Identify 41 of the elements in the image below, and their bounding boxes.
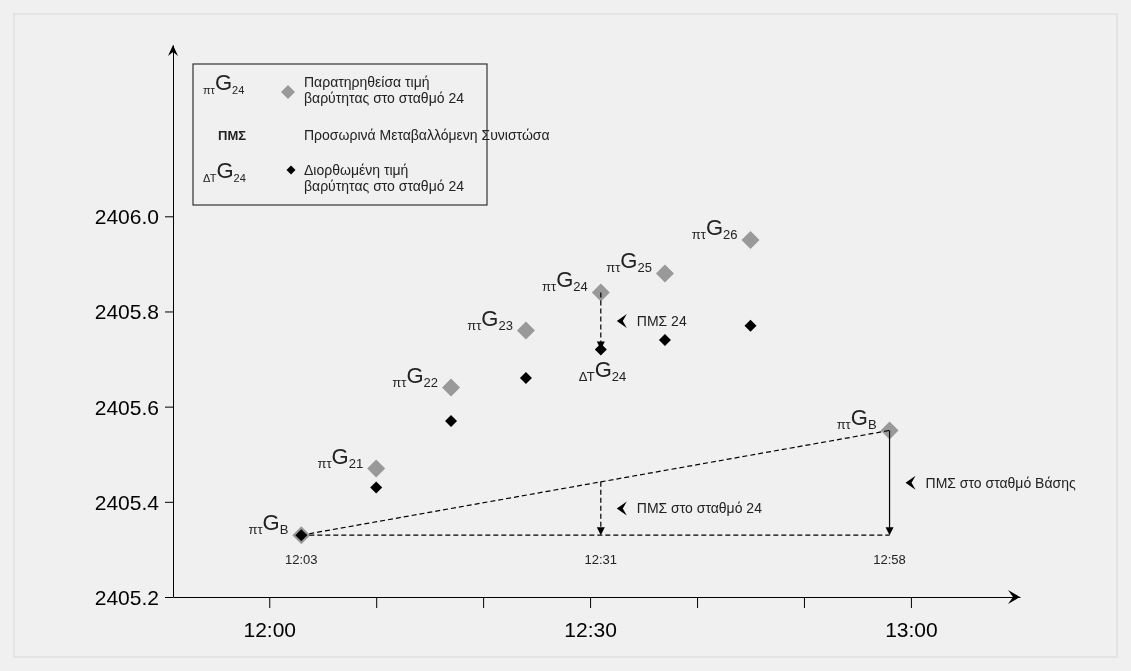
annotation: $_{πτ}$G$_{25}$: [606, 248, 652, 276]
point: [445, 414, 458, 427]
annotation: 12:03: [285, 552, 318, 568]
point: [880, 421, 899, 440]
annotation: ΠΜΣ 24: [636, 313, 687, 329]
y-tick-label: 2405.6: [94, 395, 159, 419]
annotation: $_{πτ}$G$_{22}$: [392, 362, 439, 390]
y-tick-label: 2406.0: [94, 205, 159, 229]
x-tick-label: 12:30: [564, 617, 617, 641]
annotation: $_{πτ}$G$_{23}$: [467, 305, 513, 333]
annotation: $_{πτ}$G$_{24}$: [542, 267, 588, 295]
annotation: $_{ΔΤ}$G$_{24}$: [203, 158, 246, 184]
point: [741, 231, 760, 250]
annotation: $_{πτ}$G$_{B}$: [836, 405, 877, 433]
annotation: 12:58: [873, 552, 906, 568]
point: [658, 334, 671, 347]
annotation: Προσωρινά Μεταβαλλόμενη Συνιστώσα: [304, 127, 550, 143]
x-tick-label: 12:00: [243, 617, 297, 641]
annotation: $_{πτ}$G$_{24}$: [203, 70, 245, 96]
annotation: $_{ΔΤ}$G$_{24}$: [578, 356, 627, 384]
legend-label: Παρατηρηθείσα τιμή βαρύτητας στο σταθμό 24: [304, 74, 465, 106]
point: [655, 264, 674, 283]
annotation: ΠΜΣ: [218, 128, 247, 143]
point: [591, 283, 610, 302]
annotation: $_{πτ}$G$_{26}$: [691, 215, 738, 243]
point: [370, 481, 383, 494]
point: [442, 378, 461, 397]
y-tick-label: 2405.4: [94, 490, 160, 514]
annotation: ΠΜΣ στο σταθμό 24: [636, 500, 763, 517]
y-tick-label: 2405.2: [94, 585, 159, 609]
point: [516, 321, 535, 340]
annotation: 12:31: [584, 552, 618, 568]
point: [367, 459, 386, 478]
annotation: $_{πτ}$G$_{21}$: [317, 443, 364, 471]
point: [744, 319, 757, 332]
x-tick-label: 13:00: [885, 617, 938, 641]
annotation: ΠΜΣ στο σταθμό Βάσης: [925, 474, 1076, 491]
point: [519, 372, 532, 385]
y-tick-label: 2405.8: [94, 300, 159, 324]
legend-label: Διορθωμένη τιμή βαρύτητας στο σταθμό 24: [304, 162, 465, 194]
annotation: $_{πτ}$G$_{B}$: [248, 510, 289, 538]
